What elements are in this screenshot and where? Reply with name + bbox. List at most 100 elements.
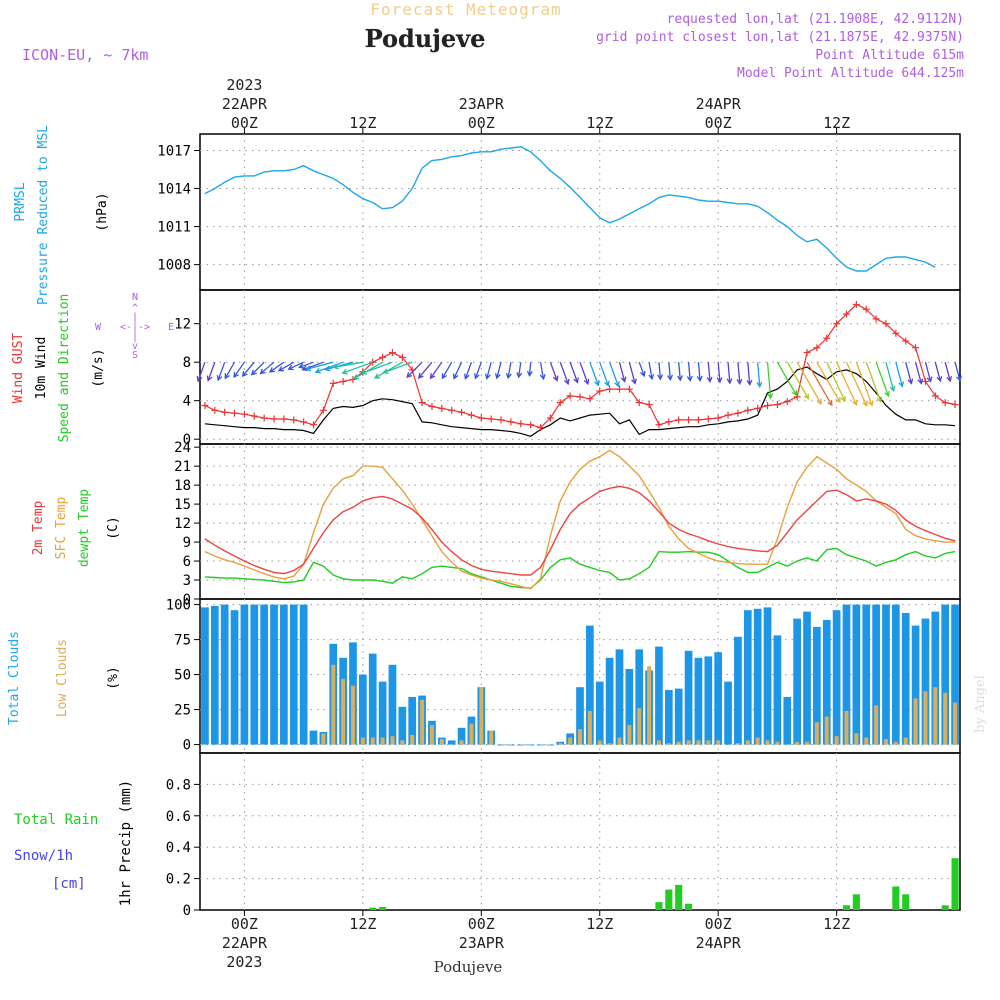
wind-arrow-head — [505, 372, 512, 380]
temp-legend: 2m Temp SFC Temp dewpt Temp (C) — [31, 489, 121, 567]
total-cloud-bar — [714, 652, 723, 745]
wind-arrow-head — [676, 375, 683, 382]
y-tick-label: 21 — [174, 459, 191, 475]
wind-direction-arrow — [579, 361, 589, 385]
y-tick-label: 0.2 — [166, 872, 191, 888]
total-cloud-bar — [911, 625, 920, 745]
low-cloud-bar — [666, 743, 671, 745]
rain-bar — [941, 905, 949, 910]
wind-arrow-head — [840, 396, 846, 403]
low-cloud-bar — [765, 740, 770, 745]
total-cloud-bar — [882, 604, 890, 745]
wind-arrow-head — [867, 400, 874, 407]
footer-location: Podujeve — [434, 958, 503, 976]
low-cloud-bar — [676, 741, 681, 745]
total-cloud-bar — [210, 606, 219, 745]
y-tick-label: 12 — [174, 516, 191, 532]
wind-arrow-head — [827, 400, 833, 407]
temp-2m-line — [204, 485, 956, 576]
wind-direction-arrow — [302, 361, 324, 371]
total-cloud-bar — [822, 620, 831, 745]
wind-direction-arrow — [559, 361, 569, 385]
wind-arrow-head — [791, 390, 798, 397]
low-cloud-bar — [627, 725, 632, 745]
wind-arrow-head — [862, 400, 868, 407]
y-tick-label: 0 — [183, 592, 191, 608]
total-cloud-bar — [230, 610, 239, 745]
wind-direction-arrow — [826, 361, 846, 402]
total-cloud-bar — [359, 674, 367, 745]
wind-arrow-head — [464, 373, 470, 380]
total-cloud-bar — [250, 604, 259, 745]
wind-direction-arrow — [430, 361, 443, 379]
y-tick-label: 8 — [183, 355, 191, 371]
wind-arrow-head — [539, 373, 546, 381]
total-cloud-bar — [773, 635, 782, 745]
wind-arrow-head — [884, 390, 890, 398]
wind-arrow-head — [287, 364, 294, 371]
total-cloud-bar — [852, 604, 861, 745]
low-cloud-bar — [321, 733, 326, 745]
wind-arrow-head — [298, 363, 305, 369]
top-time-label: 00Z — [468, 114, 495, 132]
low-cloud-bar — [903, 737, 908, 745]
low-cloud-bar — [953, 702, 958, 745]
wind-arrow-head — [876, 396, 883, 403]
wind-direction-arrow — [233, 361, 245, 378]
bottom-time-label: 00Z — [705, 915, 732, 933]
wind-speed-line — [204, 366, 956, 437]
low-cloud-bar — [647, 666, 652, 745]
wind-arrow-head — [767, 393, 774, 400]
temp-unit: (C) — [106, 516, 121, 539]
low-cloud-bar — [568, 737, 573, 745]
wind-arrow-head — [620, 376, 627, 383]
temp-panel — [199, 443, 961, 600]
total-cloud-bar — [901, 613, 910, 745]
low-cloud-bar — [420, 699, 425, 745]
wind-direction-arrow — [464, 361, 473, 379]
pressure-legend-line1: PRMSL — [13, 182, 28, 221]
total-cloud-bar — [220, 604, 229, 745]
wind-arrow-head — [259, 368, 266, 375]
gridpoint-coords: grid point closest lon,lat (21.1875E, 42… — [596, 30, 964, 45]
compass-arrows: <-|-> — [120, 322, 150, 333]
grid-lines — [200, 134, 960, 910]
rain-bar — [665, 889, 673, 910]
y-tick-label: 15 — [174, 497, 191, 513]
total-cloud-bar — [941, 604, 950, 745]
top-time-label: 2023 — [226, 76, 262, 94]
total-cloud-bar — [309, 730, 318, 745]
total-cloud-bar — [546, 744, 555, 746]
wind-direction-arrow — [242, 361, 255, 377]
wind-direction-arrow — [806, 361, 833, 406]
panel-frames — [199, 133, 961, 911]
rain-bar — [685, 903, 693, 910]
wind-arrow-head — [803, 393, 809, 400]
total-cloud-bar — [842, 604, 851, 745]
wind-direction-arrow — [217, 361, 226, 381]
wind-arrow-head — [324, 365, 331, 372]
wind-direction-arrow — [678, 362, 681, 381]
total-cloud-bar — [674, 688, 683, 745]
low-cloud-bar — [716, 740, 721, 745]
y-tick-label: 6 — [183, 554, 191, 570]
rain-bar — [852, 894, 860, 910]
wind-arrow-head — [726, 378, 733, 385]
low-cloud-bar — [390, 736, 395, 745]
wind-direction-arrow — [589, 361, 599, 386]
wind-arrow-head — [277, 366, 285, 372]
y-tick-label: 4 — [183, 394, 191, 410]
wind-direction-arrow — [518, 362, 522, 378]
total-cloud-bar — [507, 744, 515, 746]
total-cloud-bar — [398, 706, 407, 745]
low-cloud-bar — [380, 737, 385, 745]
low-cloud-bar — [597, 740, 602, 745]
wind-arrow-head — [352, 374, 360, 380]
low-cloud-bar — [360, 737, 365, 745]
wind-arrow-head — [956, 375, 962, 382]
wind-direction-arrow — [638, 361, 645, 377]
wind-direction-arrow — [895, 362, 903, 387]
y-tick-label: 0 — [183, 432, 191, 448]
top-time-label: 00Z — [705, 114, 732, 132]
